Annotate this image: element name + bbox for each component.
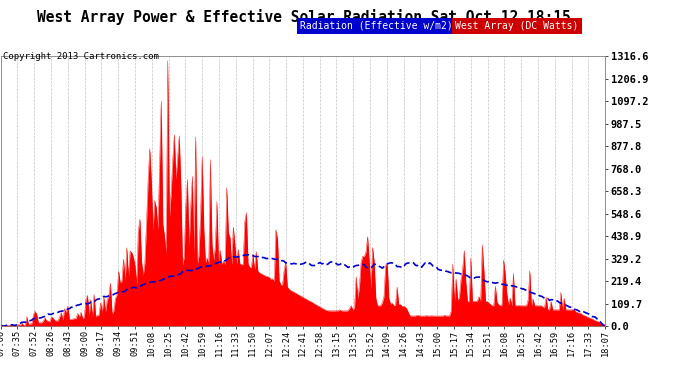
Text: Radiation (Effective w/m2): Radiation (Effective w/m2) bbox=[300, 21, 453, 31]
Text: West Array (DC Watts): West Array (DC Watts) bbox=[455, 21, 579, 31]
Text: Copyright 2013 Cartronics.com: Copyright 2013 Cartronics.com bbox=[3, 52, 159, 61]
Text: West Array Power & Effective Solar Radiation Sat Oct 12 18:15: West Array Power & Effective Solar Radia… bbox=[37, 9, 571, 26]
